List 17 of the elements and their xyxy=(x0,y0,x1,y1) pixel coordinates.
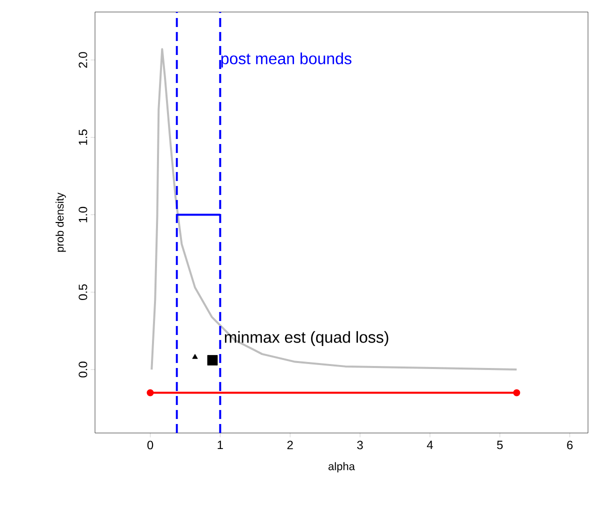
x-tick-label: 2 xyxy=(287,440,293,450)
y-tick-label: 0.5 xyxy=(78,284,88,300)
y-tick-label: 0.0 xyxy=(78,362,88,378)
x-tick-label: 0 xyxy=(147,440,154,450)
x-tick-label: 1 xyxy=(218,440,223,450)
y-tick-label: 2.0 xyxy=(78,52,88,68)
x-tick-label: 5 xyxy=(497,440,503,450)
y-axis-title: prob density xyxy=(56,192,66,252)
annotation: minmax est (quad loss) xyxy=(224,331,388,346)
x-tick-label: 3 xyxy=(357,440,363,450)
y-tick-label: 1.5 xyxy=(78,130,88,145)
x-axis-title: alpha xyxy=(328,462,355,472)
line-series xyxy=(150,48,518,371)
x-tick-label: 4 xyxy=(426,440,433,450)
y-tick-label: 1.0 xyxy=(78,206,88,222)
x-tick-label: 6 xyxy=(567,440,573,450)
annotation: post mean bounds xyxy=(221,52,352,68)
